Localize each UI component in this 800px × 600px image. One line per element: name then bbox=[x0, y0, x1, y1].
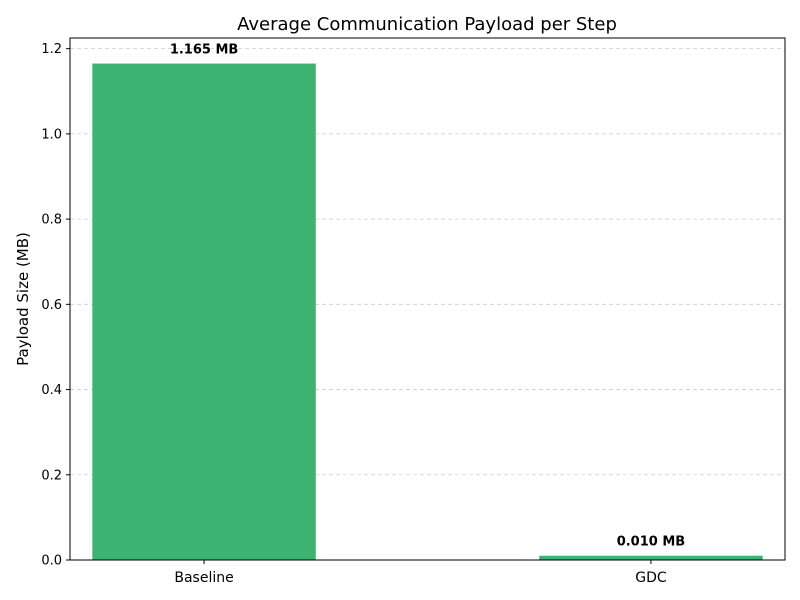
data-label: 0.010 MB bbox=[617, 535, 686, 550]
plot-frame bbox=[69, 37, 786, 561]
chart-title: Average Communication Payload per Step bbox=[237, 14, 617, 35]
y-axis-label: Payload Size (MB) bbox=[14, 232, 32, 366]
y-tick-label: 1.0 bbox=[41, 127, 62, 142]
y-tick-label: 0.4 bbox=[41, 383, 62, 398]
y-tick-label: 1.2 bbox=[41, 42, 62, 57]
x-axis-ticks: Baseline GDC bbox=[174, 560, 667, 586]
x-tick-label: Baseline bbox=[174, 570, 233, 586]
y-tick-label: 0.6 bbox=[41, 298, 62, 313]
data-label: 1.165 MB bbox=[170, 43, 239, 58]
y-tick-label: 0.0 bbox=[41, 554, 62, 569]
y-tick-label: 0.8 bbox=[41, 213, 62, 228]
x-tick-label: GDC bbox=[635, 570, 667, 586]
bar-gdc bbox=[539, 555, 763, 560]
y-tick-label: 0.2 bbox=[41, 468, 62, 483]
bar-baseline bbox=[92, 63, 316, 560]
y-axis-ticks: 0.0 0.2 0.4 0.6 0.8 1.0 1.2 bbox=[41, 42, 70, 569]
bars bbox=[92, 63, 763, 560]
data-labels: 1.165 MB 0.010 MB bbox=[170, 43, 685, 550]
